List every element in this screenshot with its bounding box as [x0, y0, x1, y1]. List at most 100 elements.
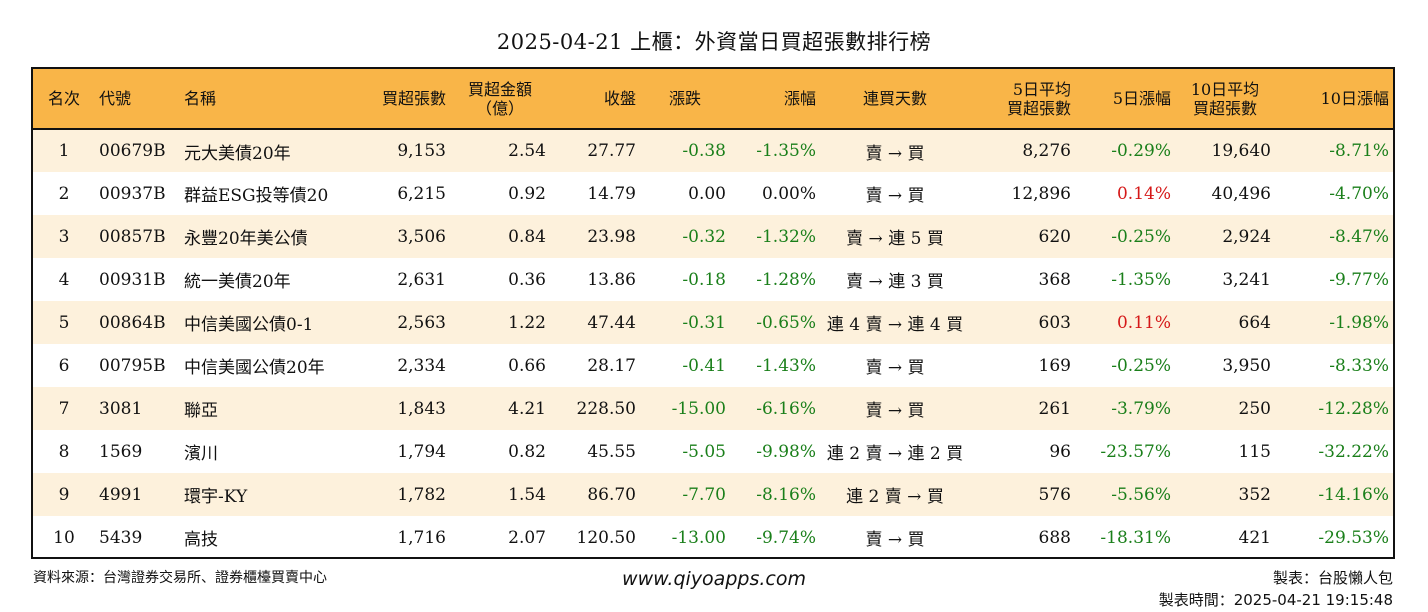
table-row: 4 00931B 統一美債20年 2,631 0.36 13.86 -0.18 -1.28% 賣… [33, 258, 1393, 301]
cell-avg5: 96 [1049, 441, 1071, 462]
cell-chg-pct: -6.16% [756, 398, 816, 419]
cell-pct5: -3.79% [1111, 398, 1171, 419]
cell-chg: -5.05 [682, 441, 726, 462]
cell-chg: -0.31 [682, 312, 726, 333]
cell-code: 3081 [99, 398, 143, 419]
header-avg10-net-buy: 10日平均 買超張數 [1175, 69, 1275, 130]
cell-streak: 賣 → 買 [865, 143, 925, 164]
cell-amount: 0.92 [508, 183, 546, 204]
table-row: 3 00857B 永豐20年美公債 3,506 0.84 23.98 -0.32 -1.32%… [33, 215, 1393, 258]
cell-name: 高技 [184, 530, 218, 550]
cell-avg10: 352 [1238, 484, 1271, 505]
cell-avg10: 115 [1238, 441, 1271, 462]
cell-name: 聯亞 [184, 401, 218, 421]
cell-streak: 賣 → 連 5 買 [846, 229, 944, 249]
cell-rank: 3 [58, 226, 70, 247]
cell-close: 13.86 [587, 269, 636, 290]
cell-code: 00679B [99, 141, 166, 161]
cell-pct5: -0.29% [1111, 141, 1171, 161]
ranking-table-container: 名次 代號 名稱 買超張數 買超金額 （億） 收盤 漲跌 漲幅 連買天數 5日平均 買超張數 5日漲幅 1… [31, 67, 1395, 559]
cell-close: 14.79 [587, 183, 636, 204]
cell-net: 9,153 [397, 141, 446, 161]
cell-streak: 賣 → 買 [865, 401, 925, 421]
cell-amount: 0.66 [508, 355, 546, 376]
cell-amount: 2.07 [508, 527, 546, 548]
cell-code: 00857B [99, 226, 166, 247]
header-net-buy-amount: 買超金額 （億） [450, 69, 550, 130]
cell-close: 28.17 [587, 355, 636, 376]
cell-streak: 連 2 賣 → 連 2 買 [826, 444, 964, 464]
table-row: 8 1569 濱川 1,794 0.82 45.55 -5.05 -9.98% 連 2 賣 → … [33, 430, 1393, 473]
cell-chg-pct: -8.16% [756, 484, 816, 505]
cell-pct5: -1.35% [1111, 269, 1171, 290]
website-link[interactable]: www.qiyoapps.com [622, 568, 806, 590]
cell-rank: 1 [58, 141, 70, 161]
cell-avg5: 603 [1038, 312, 1071, 333]
cell-pct10: -8.33% [1329, 355, 1389, 376]
header-buy-streak: 連買天數 [820, 69, 970, 130]
cell-name: 群益ESG投等債20 [184, 186, 329, 206]
cell-pct5: -0.25% [1111, 355, 1171, 376]
cell-rank: 7 [58, 398, 70, 419]
cell-streak: 連 2 賣 → 買 [846, 487, 944, 507]
cell-chg: -13.00 [671, 527, 726, 548]
cell-chg-pct: -9.98% [756, 441, 816, 462]
cell-rank: 9 [58, 484, 70, 505]
cell-avg5: 169 [1038, 355, 1071, 376]
cell-close: 47.44 [587, 312, 636, 333]
cell-avg10: 3,950 [1222, 355, 1271, 376]
cell-avg5: 368 [1038, 269, 1071, 290]
cell-net: 3,506 [397, 226, 446, 247]
cell-rank: 10 [53, 527, 75, 548]
cell-chg-pct: -1.32% [756, 226, 816, 247]
cell-name: 元大美債20年 [184, 143, 291, 164]
cell-code: 00931B [99, 269, 166, 290]
cell-rank: 8 [58, 441, 70, 462]
cell-chg-pct: -9.74% [756, 527, 816, 548]
cell-pct10: -1.98% [1329, 312, 1389, 333]
cell-name: 統一美債20年 [184, 272, 291, 292]
cell-net: 1,782 [397, 484, 446, 505]
cell-pct10: -29.53% [1318, 527, 1389, 548]
cell-chg: -15.00 [671, 398, 726, 419]
cell-amount: 2.54 [508, 141, 546, 161]
cell-amount: 0.82 [508, 441, 546, 462]
table-row: 2 00937B 群益ESG投等債20 6,215 0.92 14.79 0.00 0.00%… [33, 172, 1393, 215]
cell-chg-pct: -1.35% [756, 141, 816, 161]
cell-net: 2,334 [397, 355, 446, 376]
header-pct10: 10日漲幅 [1275, 69, 1393, 130]
cell-chg: 0.00 [688, 183, 726, 204]
cell-avg10: 250 [1238, 398, 1271, 419]
cell-net: 6,215 [397, 183, 446, 204]
cell-chg: -0.32 [682, 226, 726, 247]
header-rank: 名次 [33, 69, 95, 130]
cell-chg: -7.70 [682, 484, 726, 505]
cell-pct10: -8.71% [1329, 141, 1389, 161]
cell-chg: -0.41 [682, 355, 726, 376]
header-change-pct: 漲幅 [730, 69, 820, 130]
cell-code: 5439 [99, 527, 143, 548]
cell-streak: 賣 → 買 [865, 186, 925, 206]
cell-pct5: -0.25% [1111, 226, 1171, 247]
cell-code: 00864B [99, 312, 166, 333]
cell-name: 中信美國公債20年 [184, 358, 325, 378]
cell-chg-pct: 0.00% [761, 183, 816, 204]
cell-avg10: 40,496 [1211, 183, 1271, 204]
cell-streak: 賣 → 買 [865, 530, 925, 550]
cell-rank: 6 [58, 355, 70, 376]
cell-net: 1,843 [397, 398, 446, 419]
cell-rank: 2 [58, 183, 70, 204]
cell-avg5: 8,276 [1022, 141, 1071, 161]
cell-avg10: 3,241 [1222, 269, 1271, 290]
cell-avg5: 12,896 [1011, 183, 1071, 204]
cell-amount: 0.84 [508, 226, 546, 247]
cell-net: 2,631 [397, 269, 446, 290]
cell-close: 228.50 [576, 398, 636, 419]
cell-name: 濱川 [184, 444, 218, 464]
cell-pct10: -32.22% [1318, 441, 1389, 462]
table-header: 名次 代號 名稱 買超張數 買超金額 （億） 收盤 漲跌 漲幅 連買天數 5日平均 買超張數 5日漲幅 1… [33, 69, 1393, 130]
cell-net: 1,716 [397, 527, 446, 548]
cell-name: 中信美國公債0-1 [184, 315, 314, 335]
header-net-buy-lots: 買超張數 [350, 69, 450, 130]
cell-code: 1569 [99, 441, 143, 462]
